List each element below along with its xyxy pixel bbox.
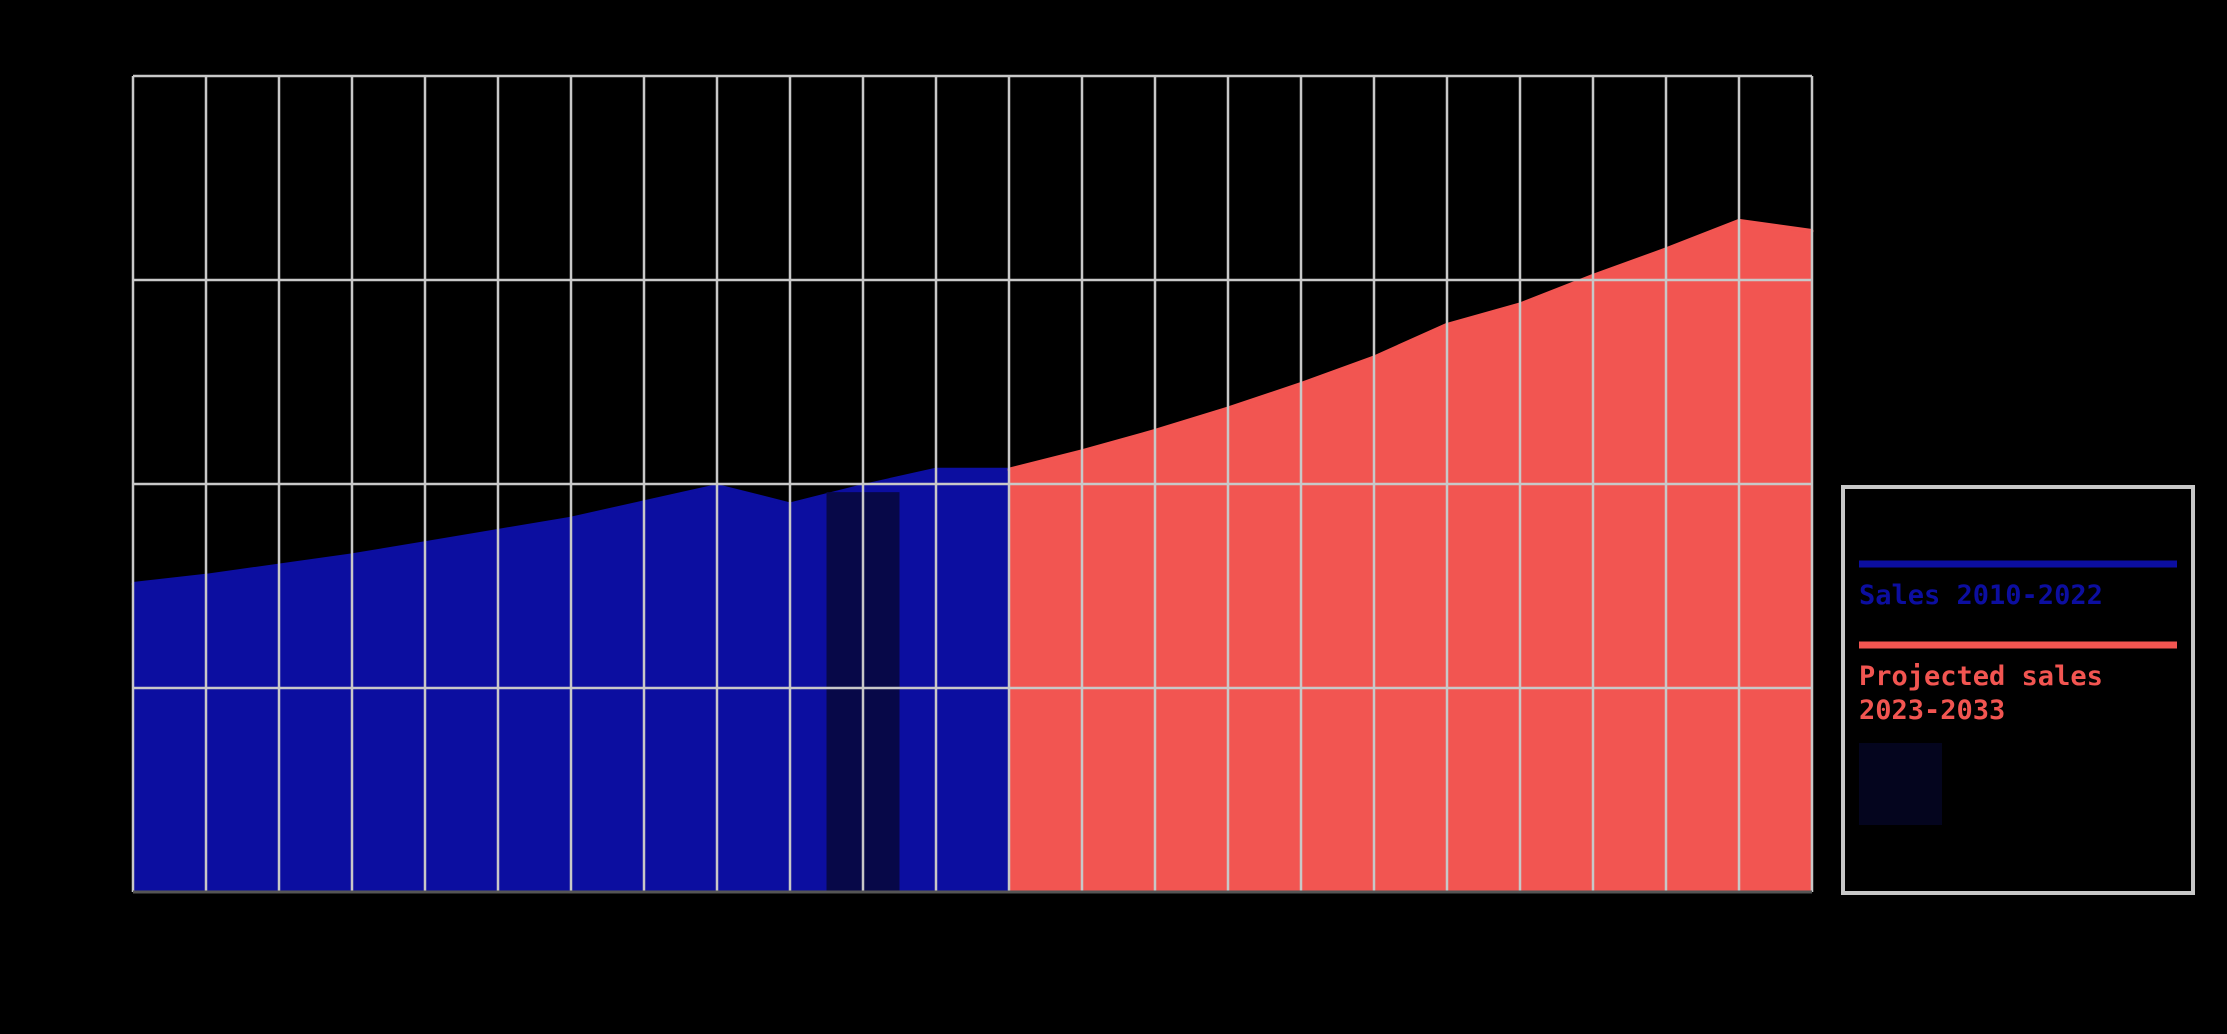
legend-label-historical: Sales 2010-2022 [1859, 580, 2103, 611]
grid-layer [131, 74, 1814, 894]
projected-line [1008, 218, 1813, 472]
legend-frame [1841, 485, 2195, 895]
legend-label-projected: 2023-2033 [1859, 695, 2005, 726]
legend-swatch-highlight [1859, 743, 1942, 825]
projected-area [1009, 220, 1812, 893]
legend-label-projected: Projected sales [1859, 661, 2103, 692]
